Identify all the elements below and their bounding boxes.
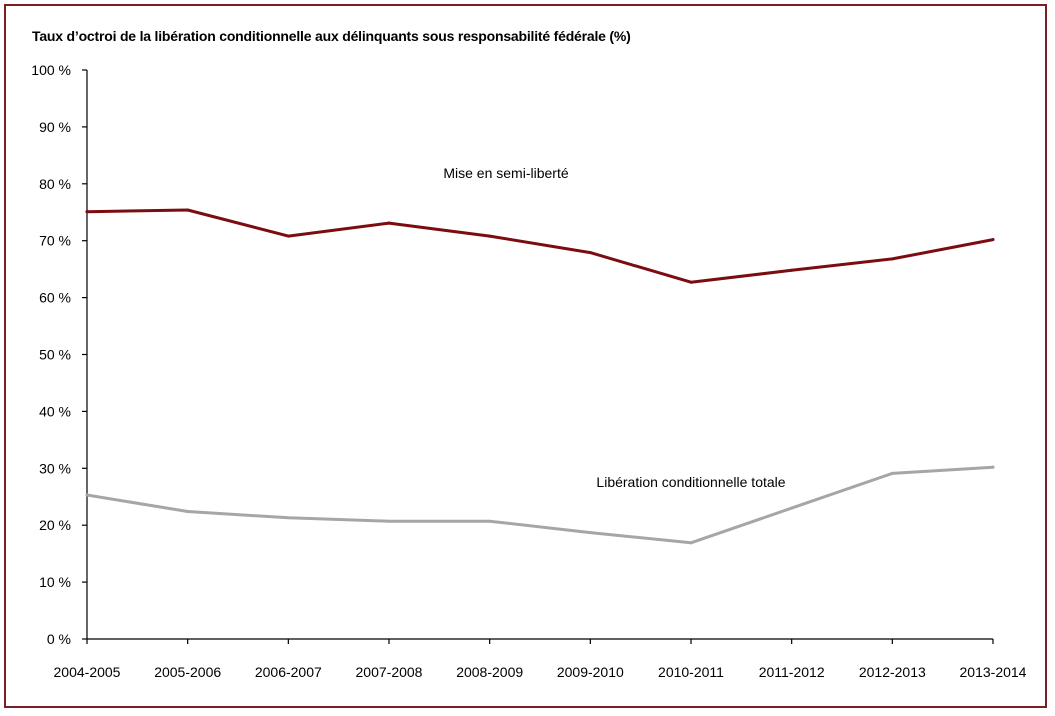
- x-tick-label: 2012-2013: [859, 664, 926, 680]
- data-point: [186, 208, 190, 212]
- x-tick-label: 2013-2014: [960, 664, 1027, 680]
- data-point: [790, 506, 794, 510]
- x-tick-labels: 2004-2005 2005-2006 2006-2007 2007-2008 2008…: [54, 664, 1027, 680]
- x-tick-label: 2007-2008: [356, 664, 423, 680]
- data-point: [85, 210, 89, 214]
- data-point: [488, 234, 492, 238]
- data-point: [689, 280, 693, 284]
- x-tick-label: 2006-2007: [255, 664, 322, 680]
- x-tick-label: 2008-2009: [456, 664, 523, 680]
- series-layer: [85, 208, 995, 545]
- y-tick-label: 0 %: [47, 631, 71, 647]
- y-tick-label: 20 %: [39, 517, 71, 533]
- data-point: [387, 221, 391, 225]
- data-point: [890, 257, 894, 261]
- data-point: [488, 519, 492, 523]
- x-tick-label: 2011-2012: [759, 664, 825, 680]
- data-point: [790, 268, 794, 272]
- series-label-1: Mise en semi-liberté: [443, 165, 568, 181]
- series-line-2: [85, 465, 995, 545]
- y-tick-label: 100 %: [31, 62, 71, 78]
- axes: [82, 69, 994, 644]
- chart-title: Taux d’octroi de la libération condition…: [32, 28, 631, 44]
- x-tick-label: 2009-2010: [557, 664, 624, 680]
- x-tick-label: 2005-2006: [154, 664, 221, 680]
- data-point: [387, 519, 391, 523]
- y-tick-labels: 0 % 10 % 20 % 30 % 40 % 50 % 60 % 70 % 80 % 90 % 1…: [31, 62, 71, 647]
- y-tick-label: 60 %: [39, 290, 71, 306]
- data-point: [689, 541, 693, 545]
- data-point: [286, 516, 290, 520]
- y-tick-label: 30 %: [39, 460, 71, 476]
- data-point: [186, 510, 190, 514]
- data-point: [991, 238, 995, 242]
- y-tick-label: 70 %: [39, 233, 71, 249]
- series-labels: Mise en semi-liberté Libération condition…: [443, 165, 785, 490]
- y-tick-label: 10 %: [39, 574, 71, 590]
- series-label-2: Libération conditionnelle totale: [596, 474, 785, 490]
- y-tick-label: 50 %: [39, 347, 71, 363]
- series-line-1: [85, 208, 995, 284]
- data-point: [588, 251, 592, 255]
- data-point: [588, 531, 592, 535]
- x-tick-label: 2010-2011: [658, 664, 724, 680]
- data-point: [890, 471, 894, 475]
- y-tick-label: 90 %: [39, 119, 71, 135]
- chart-frame: [4, 4, 1047, 708]
- data-point: [85, 493, 89, 497]
- data-point: [991, 465, 995, 469]
- x-tick-label: 2004-2005: [54, 664, 121, 680]
- y-tick-label: 80 %: [39, 176, 71, 192]
- data-point: [286, 234, 290, 238]
- y-tick-label: 40 %: [39, 403, 71, 419]
